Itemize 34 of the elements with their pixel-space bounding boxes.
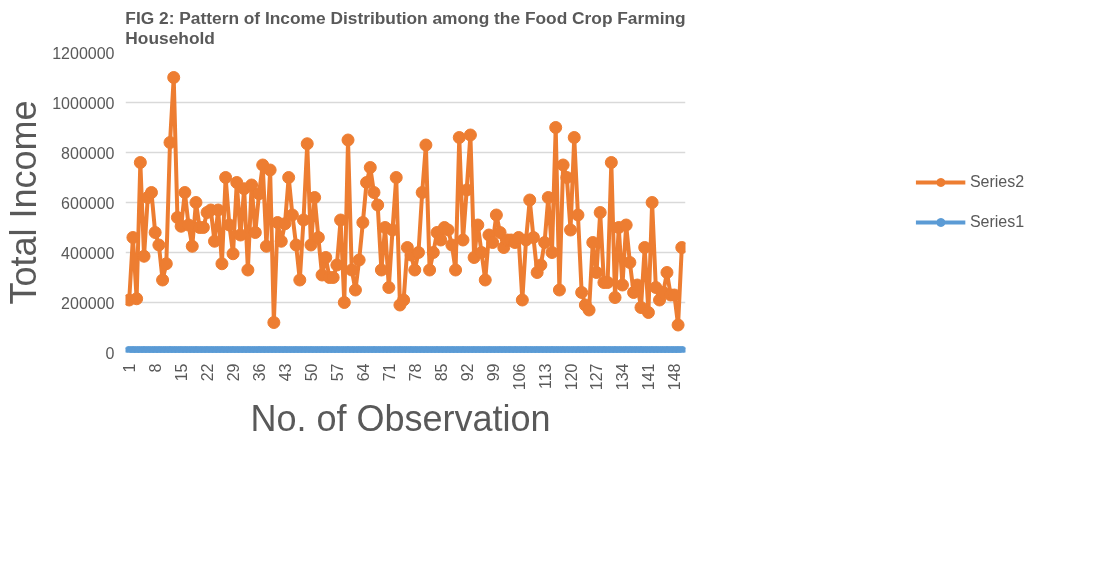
x-tick-label: 106 xyxy=(510,363,528,391)
x-tick-label: 1 xyxy=(121,363,139,373)
x-tick-label: 15 xyxy=(173,363,191,382)
x-tick-label: 99 xyxy=(484,363,502,382)
x-tick-label: 148 xyxy=(666,363,684,391)
y-axis-title: Total Income xyxy=(3,100,45,305)
x-tick-label: 64 xyxy=(354,363,372,382)
y-tick-label: 400000 xyxy=(61,244,115,262)
y-tick-label: 200000 xyxy=(61,294,115,312)
x-tick-label: 43 xyxy=(276,363,294,382)
y-tick-label: 1000000 xyxy=(52,94,115,112)
x-tick-label: 57 xyxy=(328,363,346,382)
x-tick-label: 22 xyxy=(199,363,217,382)
x-tick-label: 29 xyxy=(225,363,243,382)
x-tick-label: 71 xyxy=(380,363,398,382)
x-tick-label: 50 xyxy=(302,363,320,382)
x-tick-label: 8 xyxy=(147,363,165,373)
legend-label: Series2 xyxy=(969,173,1025,191)
y-tick-label: 600000 xyxy=(61,194,115,212)
legend-label: Series1 xyxy=(969,213,1025,231)
chart-title: FIG 2: Pattern of Income Distribution among the Food Crop Farming Household xyxy=(125,7,686,48)
y-tick-label: 0 xyxy=(105,344,115,362)
x-axis-title: No. of Observation xyxy=(250,398,551,440)
x-tick-label: 113 xyxy=(536,363,554,390)
x-tick-label: 134 xyxy=(614,363,632,391)
x-tick-label: 92 xyxy=(458,363,476,382)
x-tick-label: 120 xyxy=(562,363,580,391)
x-tick-label: 141 xyxy=(640,363,658,391)
x-tick-label: 78 xyxy=(406,363,424,382)
y-tick-label: 800000 xyxy=(61,144,115,162)
x-tick-label: 36 xyxy=(251,363,269,382)
x-tick-label: 127 xyxy=(588,363,606,391)
y-tick-label: 1200000 xyxy=(52,44,115,62)
x-tick-label: 85 xyxy=(432,363,450,382)
